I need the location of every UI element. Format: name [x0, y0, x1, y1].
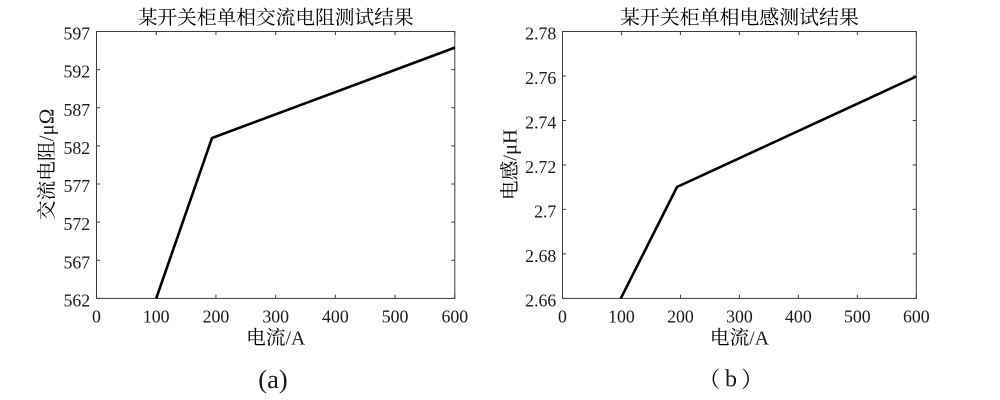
svg-text:2.66: 2.66	[525, 290, 556, 310]
svg-text:100: 100	[608, 306, 635, 326]
svg-text:/μΩ: /μΩ	[35, 109, 59, 142]
svg-text:567: 567	[64, 252, 91, 272]
svg-text:100: 100	[143, 306, 170, 326]
svg-text:/A: /A	[286, 327, 306, 349]
svg-text:/A: /A	[749, 327, 769, 349]
svg-text:2.74: 2.74	[525, 112, 556, 132]
svg-text:400: 400	[322, 306, 349, 326]
svg-text:200: 200	[667, 306, 694, 326]
svg-text:500: 500	[382, 306, 409, 326]
svg-text:592: 592	[64, 62, 91, 82]
svg-text:2.78: 2.78	[525, 24, 556, 44]
svg-text:597: 597	[64, 24, 91, 44]
svg-text:2.72: 2.72	[525, 157, 556, 177]
svg-text:562: 562	[64, 290, 91, 310]
svg-text:572: 572	[64, 214, 91, 234]
svg-text:2.68: 2.68	[525, 246, 556, 266]
svg-text:2.76: 2.76	[525, 68, 556, 88]
svg-text:b: b	[725, 367, 737, 393]
svg-text:/μH: /μH	[500, 129, 522, 161]
svg-text:400: 400	[785, 306, 812, 326]
svg-text:600: 600	[903, 306, 930, 326]
svg-text:(a): (a)	[258, 364, 287, 394]
svg-text:300: 300	[262, 306, 289, 326]
svg-text:600: 600	[441, 306, 468, 326]
svg-text:0: 0	[558, 306, 567, 326]
svg-text:577: 577	[64, 176, 91, 196]
svg-text:0: 0	[92, 306, 101, 326]
svg-text:587: 587	[64, 100, 91, 120]
svg-text:200: 200	[203, 306, 230, 326]
svg-text:500: 500	[844, 306, 871, 326]
svg-text:300: 300	[726, 306, 753, 326]
svg-text:582: 582	[64, 138, 91, 158]
svg-text:2.7: 2.7	[534, 201, 556, 221]
